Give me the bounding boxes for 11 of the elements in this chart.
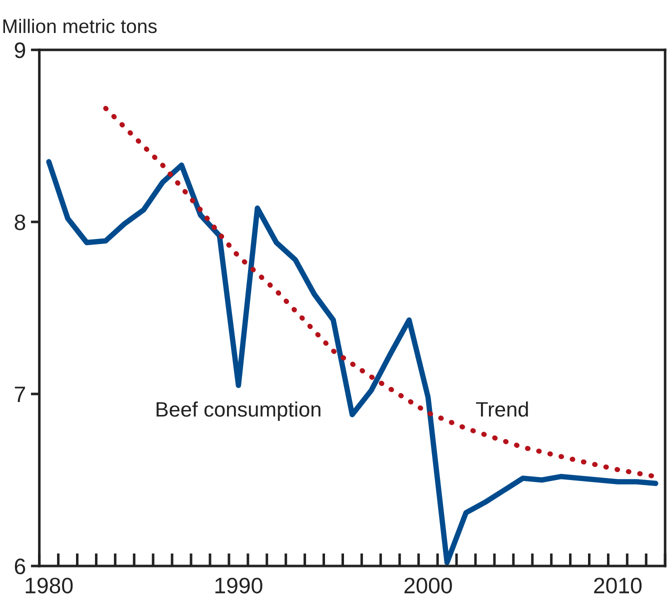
series-label: Trend [476, 401, 528, 417]
x-tick-label: 1990 [215, 578, 262, 594]
x-tick-label: 1980 [26, 578, 73, 594]
y-tick-label: 9 [14, 42, 26, 58]
series-label: Beef consumption [156, 401, 320, 421]
y-tick-label: 8 [14, 214, 26, 230]
y-axis-title: Million metric tons [3, 18, 157, 34]
y-tick-label: 7 [14, 386, 26, 402]
y-tick-label: 6 [14, 558, 26, 574]
x-tick-label: 2000 [404, 578, 452, 594]
x-tick-label: 2010 [594, 578, 642, 594]
